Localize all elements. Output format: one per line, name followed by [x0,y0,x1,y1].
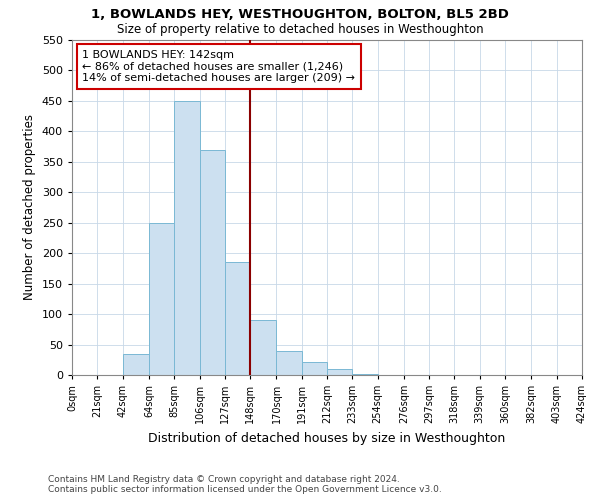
Bar [225,262,250,375]
Bar [302,362,327,375]
Text: 1, BOWLANDS HEY, WESTHOUGHTON, BOLTON, BL5 2BD: 1, BOWLANDS HEY, WESTHOUGHTON, BOLTON, B… [91,8,509,20]
Bar [149,222,174,375]
Bar [250,320,277,375]
Bar [122,354,149,375]
Bar [327,369,352,375]
Text: Contains HM Land Registry data © Crown copyright and database right 2024.
Contai: Contains HM Land Registry data © Crown c… [48,474,442,494]
Text: 1 BOWLANDS HEY: 142sqm
← 86% of detached houses are smaller (1,246)
14% of semi-: 1 BOWLANDS HEY: 142sqm ← 86% of detached… [82,50,355,83]
Bar [174,101,199,375]
X-axis label: Distribution of detached houses by size in Westhoughton: Distribution of detached houses by size … [148,432,506,444]
Bar [199,150,225,375]
Bar [277,350,302,375]
Text: Size of property relative to detached houses in Westhoughton: Size of property relative to detached ho… [116,22,484,36]
Y-axis label: Number of detached properties: Number of detached properties [23,114,36,300]
Bar [352,374,377,375]
